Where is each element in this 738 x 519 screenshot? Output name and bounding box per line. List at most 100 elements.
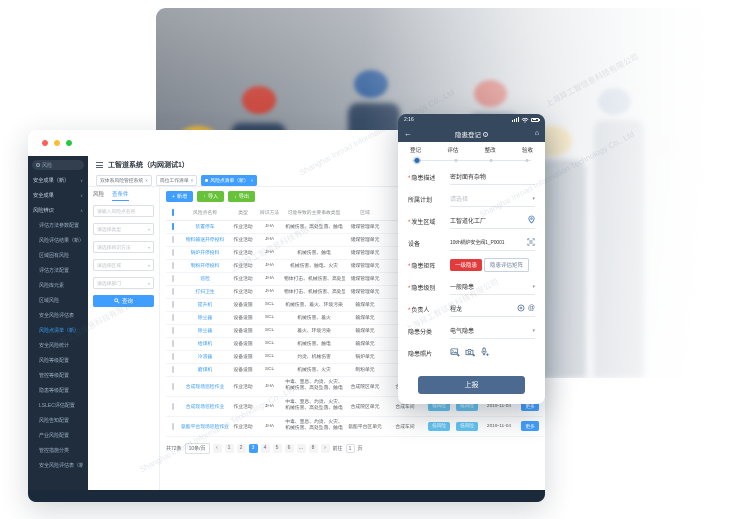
- back-icon[interactable]: ←: [404, 128, 412, 138]
- row-checkbox[interactable]: [172, 249, 174, 256]
- close-tab-icon[interactable]: ×: [145, 177, 148, 183]
- page-button[interactable]: 2: [236, 443, 246, 453]
- field-value[interactable]: 10t/h锅炉安全阀1_P0001: [450, 236, 535, 251]
- page-button[interactable]: 6: [284, 443, 294, 453]
- sidebar-item[interactable]: 风险评估结果（新）: [28, 233, 88, 248]
- scan-icon[interactable]: [527, 237, 535, 248]
- page-button[interactable]: 4: [260, 443, 270, 453]
- location-icon[interactable]: [528, 215, 535, 226]
- risk-point-link[interactable]: 除尘器: [197, 316, 213, 321]
- close-window-dot[interactable]: [42, 140, 48, 146]
- risk-point-link[interactable]: 冷渣器: [197, 355, 213, 360]
- risk-point-link[interactable]: 锅炉开停投料: [190, 251, 220, 256]
- open-tab[interactable]: 风险点清单（新） ×: [201, 174, 258, 186]
- hamburger-menu-icon[interactable]: [96, 162, 103, 168]
- step-tab-2[interactable]: 评估: [447, 148, 459, 154]
- risk-point-link[interactable]: 除尘器: [197, 329, 213, 334]
- field-value[interactable]: [450, 346, 535, 361]
- export-button[interactable]: ↓ 导出: [228, 191, 256, 202]
- sidebar-item[interactable]: 安全风险评估表: [28, 308, 88, 323]
- close-tab-icon[interactable]: ×: [250, 177, 254, 183]
- page-button[interactable]: 3: [248, 443, 258, 453]
- sidebar-item[interactable]: 安全成果（新） ∨: [28, 173, 88, 188]
- risk-point-link[interactable]: 合成现场巡检作业: [185, 404, 225, 410]
- row-checkbox[interactable]: [172, 422, 174, 430]
- sidebar-item[interactable]: 区域风险: [28, 293, 88, 308]
- sidebar-search-input[interactable]: 风险: [32, 160, 84, 170]
- sidebar-item[interactable]: 评估方法参数配置: [28, 218, 88, 233]
- person-select-icon[interactable]: [517, 304, 525, 314]
- row-checkbox[interactable]: [172, 382, 174, 390]
- search-button[interactable]: 查询: [93, 295, 154, 307]
- query-select[interactable]: 请选择区域 ▾: [93, 259, 154, 271]
- sidebar-item[interactable]: 风险点清单（新）: [28, 323, 88, 338]
- risk-point-link[interactable]: 提升机: [197, 303, 213, 308]
- import-button[interactable]: ↑ 导入: [197, 191, 225, 202]
- sidebar-item[interactable]: 安全风险统计: [28, 338, 88, 353]
- sidebar-item[interactable]: 风险辨识 ∧: [28, 203, 88, 218]
- query-select[interactable]: 请选择辨识方法 ▾: [93, 241, 154, 253]
- row-checkbox[interactable]: [172, 366, 174, 373]
- risk-point-link[interactable]: 巡检: [200, 277, 210, 282]
- risk-point-link[interactable]: 物料输送开停投料: [185, 238, 225, 243]
- page-size-select[interactable]: 10条/页: [184, 442, 210, 454]
- risk-point-link[interactable]: 合成现场巡检作业: [185, 384, 225, 390]
- goto-page-input[interactable]: 1: [345, 443, 355, 453]
- field-value[interactable]: 一级隐患 隐患评估矩阵: [450, 258, 535, 273]
- mic-add-icon[interactable]: [480, 347, 489, 359]
- hazard-grade-button[interactable]: 一级隐患: [450, 259, 483, 271]
- query-tab[interactable]: 查条件: [112, 190, 129, 201]
- add-button[interactable]: + 新增: [166, 191, 194, 202]
- sidebar-item[interactable]: 风险等级配置: [28, 353, 88, 368]
- sidebar-item[interactable]: 管控等级配置: [28, 368, 88, 383]
- field-value[interactable]: 工智道化工厂: [450, 214, 535, 229]
- row-checkbox[interactable]: [172, 262, 174, 269]
- row-checkbox[interactable]: [172, 327, 174, 334]
- sidebar-item[interactable]: 区域固有风险: [28, 248, 88, 263]
- sidebar-item[interactable]: 风险告知配置: [28, 413, 88, 428]
- risk-point-link[interactable]: 制粉开停投料: [190, 264, 220, 269]
- field-value[interactable]: 电气隐患 ▾: [450, 324, 535, 339]
- field-value[interactable]: 密封面有杂物: [450, 170, 535, 185]
- field-value[interactable]: 一般隐患 ▾: [450, 280, 535, 295]
- sidebar-item[interactable]: 风险库元素: [28, 278, 88, 293]
- sidebar-item[interactable]: 产业风险配置: [28, 428, 88, 443]
- field-value[interactable]: 请选择 ▾: [450, 192, 535, 207]
- page-button[interactable]: 8: [308, 443, 318, 453]
- info-badge-icon[interactable]: i: [483, 131, 488, 137]
- prev-page-button[interactable]: ‹: [212, 443, 222, 453]
- row-checkbox[interactable]: [172, 288, 174, 295]
- home-icon[interactable]: ⌂: [534, 130, 539, 137]
- step-tab-1[interactable]: 登记: [410, 148, 422, 154]
- risk-point-link[interactable]: 装置停车: [195, 225, 215, 230]
- more-button[interactable]: 更多: [521, 401, 539, 411]
- sidebar-item[interactable]: 隐患等级配置: [28, 383, 88, 398]
- open-tab[interactable]: 岗位工作清单 ×: [155, 174, 198, 186]
- field-value[interactable]: 程龙 @: [450, 302, 535, 317]
- minimize-window-dot[interactable]: [54, 140, 60, 146]
- maximize-window-dot[interactable]: [66, 140, 72, 146]
- step-tab-3[interactable]: 整改: [484, 148, 496, 154]
- more-button[interactable]: 更多: [521, 421, 539, 431]
- query-select[interactable]: 请选择部门 ▾: [93, 277, 154, 289]
- risk-point-link[interactable]: 氨酯平台现场巡检作业: [181, 424, 229, 430]
- risk-point-link[interactable]: 磨煤机: [197, 368, 213, 373]
- row-checkbox[interactable]: [172, 402, 174, 410]
- select-all-checkbox[interactable]: [172, 209, 174, 217]
- submit-button[interactable]: 上报: [418, 376, 525, 394]
- sidebar-item[interactable]: 安全风险评估表（新）: [28, 458, 88, 473]
- row-checkbox[interactable]: [172, 340, 174, 347]
- sidebar-item[interactable]: 安全成果 ∨: [28, 188, 88, 203]
- step-tab-4[interactable]: 验收: [521, 148, 533, 154]
- query-select[interactable]: 请选择类型 ▾: [93, 223, 154, 235]
- page-button[interactable]: 5: [272, 443, 282, 453]
- query-tab[interactable]: 风险: [93, 192, 105, 198]
- sidebar-item[interactable]: 管控措施分类: [28, 443, 88, 458]
- camera-add-icon[interactable]: [465, 348, 475, 359]
- sidebar-item[interactable]: LSLEC评估配置: [28, 398, 88, 413]
- row-checkbox[interactable]: [172, 353, 174, 360]
- row-checkbox[interactable]: [172, 301, 174, 308]
- at-icon[interactable]: @: [527, 305, 535, 312]
- query-input[interactable]: 请输入风险点名称: [93, 205, 154, 217]
- open-tab[interactable]: 双体系风险管控系统 ×: [96, 174, 152, 186]
